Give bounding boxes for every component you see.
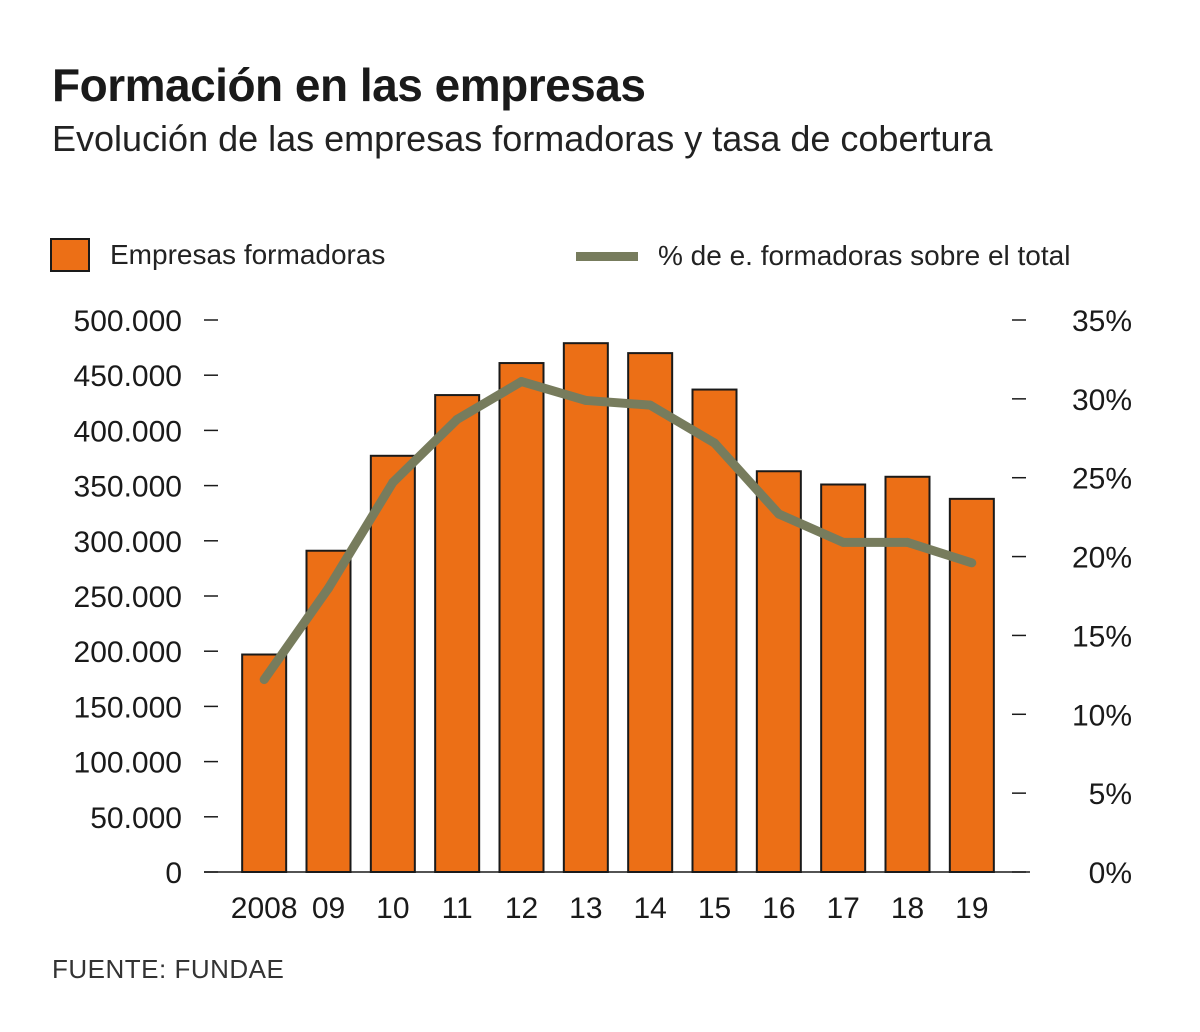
x-axis-label-18: 18 (891, 892, 924, 925)
bar-11 (434, 394, 481, 873)
right-axis-tick-label: 10% (1072, 699, 1132, 732)
right-axis-tick-label: 35% (1072, 305, 1132, 338)
left-axis-tick-label: 150.000 (74, 691, 182, 724)
chart-subtitle: Evolución de las empresas formadoras y t… (52, 118, 993, 159)
line-point-2008 (259, 675, 269, 685)
legend-item-bars: Empresas formadoras (50, 238, 385, 272)
left-axis-tick-label: 450.000 (74, 360, 182, 393)
coverage-rate-line (260, 377, 974, 683)
right-axis-tick-label: 20% (1072, 542, 1132, 575)
source-note: FUENTE: FUNDAE (52, 954, 285, 984)
bar-18 (884, 475, 931, 873)
x-axis-label-11: 11 (442, 892, 473, 925)
line-point-16 (774, 509, 784, 519)
left-axis-tick-label: 200.000 (74, 636, 182, 669)
line-point-15 (710, 438, 719, 448)
bar-13 (562, 342, 609, 873)
right-axis-tick-label: 25% (1072, 463, 1132, 496)
left-axis-tick-label: 500.000 (74, 305, 182, 338)
line-point-14 (645, 400, 655, 410)
legend-item-line: % de e. formadoras sobre el total (576, 240, 1070, 272)
legend-bar-label: Empresas formadoras (110, 239, 386, 270)
bar-10 (369, 454, 416, 873)
line-point-11 (452, 414, 462, 424)
x-axis-label-16: 16 (762, 892, 795, 925)
x-axis-label-10: 10 (376, 892, 409, 925)
line-point-18 (903, 537, 912, 547)
x-axis-label-17: 17 (826, 892, 859, 925)
line-point-10 (388, 477, 398, 487)
right-axis-tick-label: 15% (1072, 620, 1132, 653)
x-axis-label-14: 14 (633, 892, 666, 925)
legend-bar-swatch (50, 238, 90, 272)
bar-12 (498, 362, 545, 873)
line-point-19 (967, 558, 977, 568)
chart-title: Formación en las empresas (52, 59, 646, 111)
bar-16 (755, 470, 802, 873)
x-axis-label-2008: 2008 (231, 892, 298, 925)
left-axis-tick-label: 350.000 (74, 471, 182, 504)
left-axis-tick-label: 100.000 (74, 747, 182, 780)
line-point-09 (324, 583, 333, 593)
x-axis-label-13: 13 (569, 892, 602, 925)
left-axis-tick-label: 0 (165, 857, 182, 890)
right-axis-tick-label: 30% (1072, 384, 1132, 417)
bar-09 (305, 549, 352, 874)
bar-2008 (241, 653, 288, 874)
line-point-13 (581, 395, 591, 405)
x-axis-label-12: 12 (505, 892, 538, 925)
x-axis-label-19: 19 (955, 892, 988, 925)
right-axis-tick-label: 0% (1089, 857, 1132, 890)
line-point-12 (517, 377, 526, 387)
left-axis-tick-label: 300.000 (74, 526, 182, 559)
left-axis-tick-label: 250.000 (74, 581, 182, 614)
legend-line-label: % de e. formadoras sobre el total (658, 240, 1071, 271)
right-axis-tick-label: 5% (1089, 778, 1132, 811)
bar-14 (627, 352, 674, 873)
legend-line-swatch (576, 251, 638, 261)
left-axis-tick-label: 50.000 (90, 802, 182, 835)
bar-17 (820, 483, 867, 873)
left-axis-tick-label: 400.000 (74, 415, 182, 448)
x-axis-label-09: 09 (312, 892, 345, 925)
bar-15 (691, 388, 738, 873)
x-axis-label-15: 15 (698, 892, 731, 925)
line-point-17 (838, 537, 848, 547)
